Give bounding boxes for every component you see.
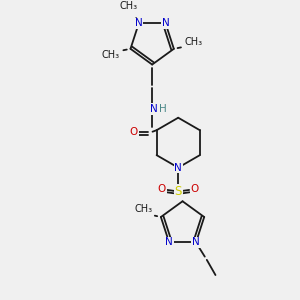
Text: O: O [190,184,199,194]
Text: CH₃: CH₃ [134,204,153,214]
Text: N: N [192,238,200,248]
Text: CH₃: CH₃ [184,37,202,47]
Text: CH₃: CH₃ [120,1,138,11]
Text: N: N [135,18,143,28]
Text: H: H [159,104,167,114]
Text: O: O [158,184,166,194]
Text: N: N [151,104,158,114]
Text: N: N [162,18,170,28]
Text: N: N [165,238,173,248]
Text: CH₃: CH₃ [102,50,120,60]
Text: N: N [174,163,182,172]
Text: S: S [175,185,182,198]
Text: O: O [130,127,138,137]
